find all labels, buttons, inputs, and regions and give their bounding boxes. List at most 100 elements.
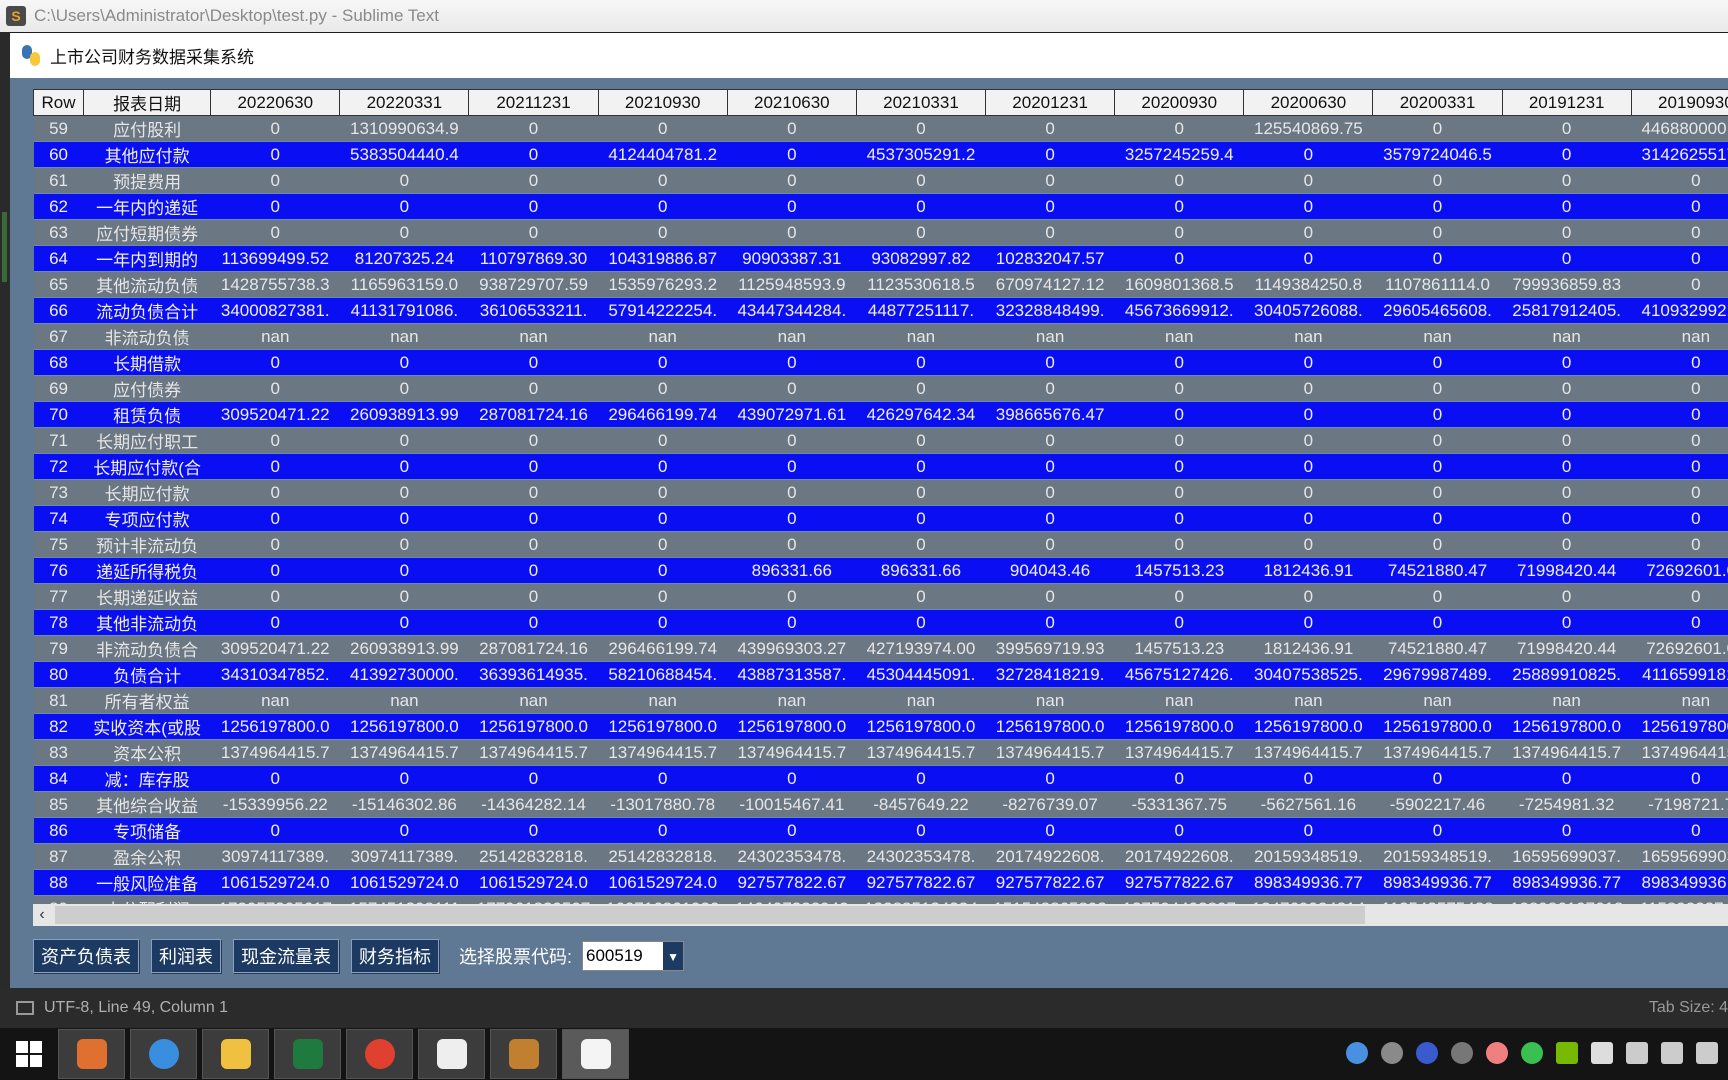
table-cell[interactable]: 0 bbox=[468, 531, 599, 558]
table-cell[interactable]: 1457513.23 bbox=[1114, 557, 1244, 584]
table-row[interactable]: 77 长期递延收益 0 0 0 0 0 0 0 0 0 0 0 0 bbox=[33, 583, 1728, 610]
table-row[interactable]: 69 应付债券 0 0 0 0 0 0 0 0 0 0 0 0 bbox=[33, 375, 1728, 402]
panel-toggle-icon[interactable] bbox=[16, 1001, 34, 1015]
table-cell[interactable]: 0 bbox=[1502, 531, 1632, 558]
table-cell[interactable]: 0 bbox=[1502, 349, 1632, 376]
table-cell[interactable]: 43447344284. bbox=[727, 297, 857, 324]
table-cell[interactable]: 260938913.99 bbox=[339, 635, 469, 662]
table-cell[interactable]: 0 bbox=[1114, 245, 1244, 272]
table-cell[interactable]: 0 bbox=[1243, 401, 1373, 428]
table-cell[interactable]: nan bbox=[339, 687, 469, 714]
table-cell[interactable]: 0 bbox=[468, 167, 599, 194]
table-cell[interactable]: 0 bbox=[1502, 401, 1632, 428]
table-cell[interactable]: 670974127.12 bbox=[985, 271, 1115, 298]
table-cell[interactable]: 3257245259.4 bbox=[1114, 141, 1244, 168]
table-cell[interactable]: 0 bbox=[1631, 453, 1728, 480]
table-row[interactable]: 84 减：库存股 0 0 0 0 0 0 0 0 0 0 0 0 bbox=[33, 765, 1728, 792]
table-cell[interactable]: 177961830507 bbox=[468, 895, 599, 904]
table-cell[interactable]: 0 bbox=[1243, 505, 1373, 532]
stock-code-input[interactable] bbox=[583, 943, 664, 969]
table-cell[interactable]: 102832047.57 bbox=[985, 245, 1115, 272]
table-cell[interactable]: 0 bbox=[1631, 505, 1728, 532]
table-cell[interactable]: 0 bbox=[1114, 193, 1244, 220]
table-cell[interactable]: -13017880.78 bbox=[598, 791, 728, 818]
gamepad-icon[interactable] bbox=[1451, 1042, 1473, 1064]
table-row[interactable]: 59 应付股利 0 1310990634.9 0 0 0 0 0 0 125540869.75 0 0 4… bbox=[33, 115, 1728, 142]
table-cell[interactable]: 426297642.34 bbox=[856, 401, 986, 428]
input-method-icon[interactable] bbox=[1626, 1042, 1648, 1064]
table-cell[interactable]: 0 bbox=[985, 115, 1115, 142]
table-cell[interactable]: -8457649.22 bbox=[856, 791, 986, 818]
table-cell[interactable]: 0 bbox=[985, 583, 1115, 610]
table-cell[interactable]: 0 bbox=[598, 479, 728, 506]
table-cell[interactable]: 0 bbox=[1243, 193, 1373, 220]
table-cell[interactable]: 0 bbox=[339, 479, 469, 506]
table-cell[interactable]: 0 bbox=[598, 349, 728, 376]
table-cell[interactable]: 0 bbox=[1243, 245, 1373, 272]
table-cell[interactable]: nan bbox=[1114, 323, 1244, 350]
table-cell[interactable]: 0 bbox=[1502, 141, 1632, 168]
table-cell[interactable]: 0 bbox=[598, 453, 728, 480]
table-cell[interactable]: 44877251117. bbox=[856, 297, 986, 324]
table-cell[interactable]: 309520471.22 bbox=[210, 401, 340, 428]
table-cell[interactable]: 32328848499. bbox=[985, 297, 1115, 324]
table-cell[interactable]: 1374964415.7 bbox=[598, 739, 728, 766]
table-row[interactable]: 71 长期应付职工 0 0 0 0 0 0 0 0 0 0 0 0 bbox=[33, 427, 1728, 454]
table-cell[interactable]: 0 bbox=[1631, 375, 1728, 402]
table-cell[interactable]: 0 bbox=[727, 141, 857, 168]
header-date-column[interactable]: 20190930 bbox=[1630, 89, 1728, 116]
table-cell[interactable]: 260938913.99 bbox=[339, 401, 469, 428]
table-cell[interactable]: 0 bbox=[339, 609, 469, 636]
volume-icon[interactable] bbox=[1696, 1042, 1718, 1064]
start-button[interactable] bbox=[0, 1028, 58, 1080]
table-cell[interactable]: 898349936.77 bbox=[1243, 869, 1373, 896]
table-cell[interactable]: 287081724.16 bbox=[468, 635, 599, 662]
table-cell[interactable]: 0 bbox=[1114, 531, 1244, 558]
table-cell[interactable]: 41165991813. bbox=[1631, 661, 1728, 688]
table-cell[interactable]: 0 bbox=[1372, 401, 1503, 428]
table-cell[interactable]: 1812436.91 bbox=[1243, 557, 1373, 584]
table-cell[interactable]: 0 bbox=[339, 505, 469, 532]
table-cell[interactable]: 0 bbox=[727, 115, 857, 142]
table-cell[interactable]: 133885134334 bbox=[856, 895, 986, 904]
table-cell[interactable]: nan bbox=[210, 323, 340, 350]
nvidia-icon[interactable] bbox=[1556, 1042, 1578, 1064]
table-cell[interactable]: 0 bbox=[727, 583, 857, 610]
table-cell[interactable]: 0 bbox=[1114, 401, 1244, 428]
chevron-down-icon[interactable]: ▼ bbox=[663, 942, 684, 970]
header-date-column[interactable]: 20200930 bbox=[1114, 89, 1245, 116]
table-cell[interactable]: 0 bbox=[598, 583, 728, 610]
table-row[interactable]: 88 一般风险准备 1061529724.0 1061529724.0 10615297… bbox=[33, 869, 1728, 896]
table-cell[interactable]: 104319886.87 bbox=[598, 245, 728, 272]
table-cell[interactable]: -5627561.16 bbox=[1243, 791, 1373, 818]
table-cell[interactable]: 0 bbox=[1502, 375, 1632, 402]
table-cell[interactable]: 1256197800.0 bbox=[727, 713, 857, 740]
table-cell[interactable]: 0 bbox=[727, 609, 857, 636]
table-row[interactable]: 67 非流动负债 nan nan nan nan nan nan nan nan nan nan nan… bbox=[33, 323, 1728, 350]
table-cell[interactable]: 43887313587. bbox=[727, 661, 857, 688]
table-cell[interactable]: 927577822.67 bbox=[985, 869, 1115, 896]
table-cell[interactable]: 0 bbox=[1631, 401, 1728, 428]
table-cell[interactable]: 1061529724.0 bbox=[339, 869, 469, 896]
table-cell[interactable]: 0 bbox=[1372, 349, 1503, 376]
table-cell[interactable]: 0 bbox=[1631, 817, 1728, 844]
table-cell[interactable]: 0 bbox=[598, 505, 728, 532]
table-cell[interactable]: 0 bbox=[1243, 375, 1373, 402]
table-cell[interactable]: 0 bbox=[727, 817, 857, 844]
table-cell[interactable]: 1061529724.0 bbox=[210, 869, 340, 896]
table-row[interactable]: 79 非流动负债合 309520471.22 260938913.99 28708172… bbox=[33, 635, 1728, 662]
table-cell[interactable]: -15339956.22 bbox=[210, 791, 340, 818]
table-cell[interactable]: 0 bbox=[856, 765, 986, 792]
table-cell[interactable]: 0 bbox=[985, 505, 1115, 532]
balance-sheet-button[interactable]: 资产负债表 bbox=[33, 939, 139, 973]
table-cell[interactable]: 124769024314 bbox=[1243, 895, 1373, 904]
table-cell[interactable]: 0 bbox=[1631, 531, 1728, 558]
table-cell[interactable]: 0 bbox=[339, 375, 469, 402]
table-cell[interactable]: 160716861920 bbox=[598, 895, 728, 904]
table-cell[interactable]: 41131791086. bbox=[339, 297, 469, 324]
table-cell[interactable]: 16595699037. bbox=[1502, 843, 1632, 870]
table-cell[interactable]: 1374964415.7 bbox=[985, 739, 1115, 766]
table-cell[interactable]: 0 bbox=[856, 193, 986, 220]
table-row[interactable]: 61 预提费用 0 0 0 0 0 0 0 0 0 0 0 0 bbox=[33, 167, 1728, 194]
table-cell[interactable]: 0 bbox=[1243, 167, 1373, 194]
